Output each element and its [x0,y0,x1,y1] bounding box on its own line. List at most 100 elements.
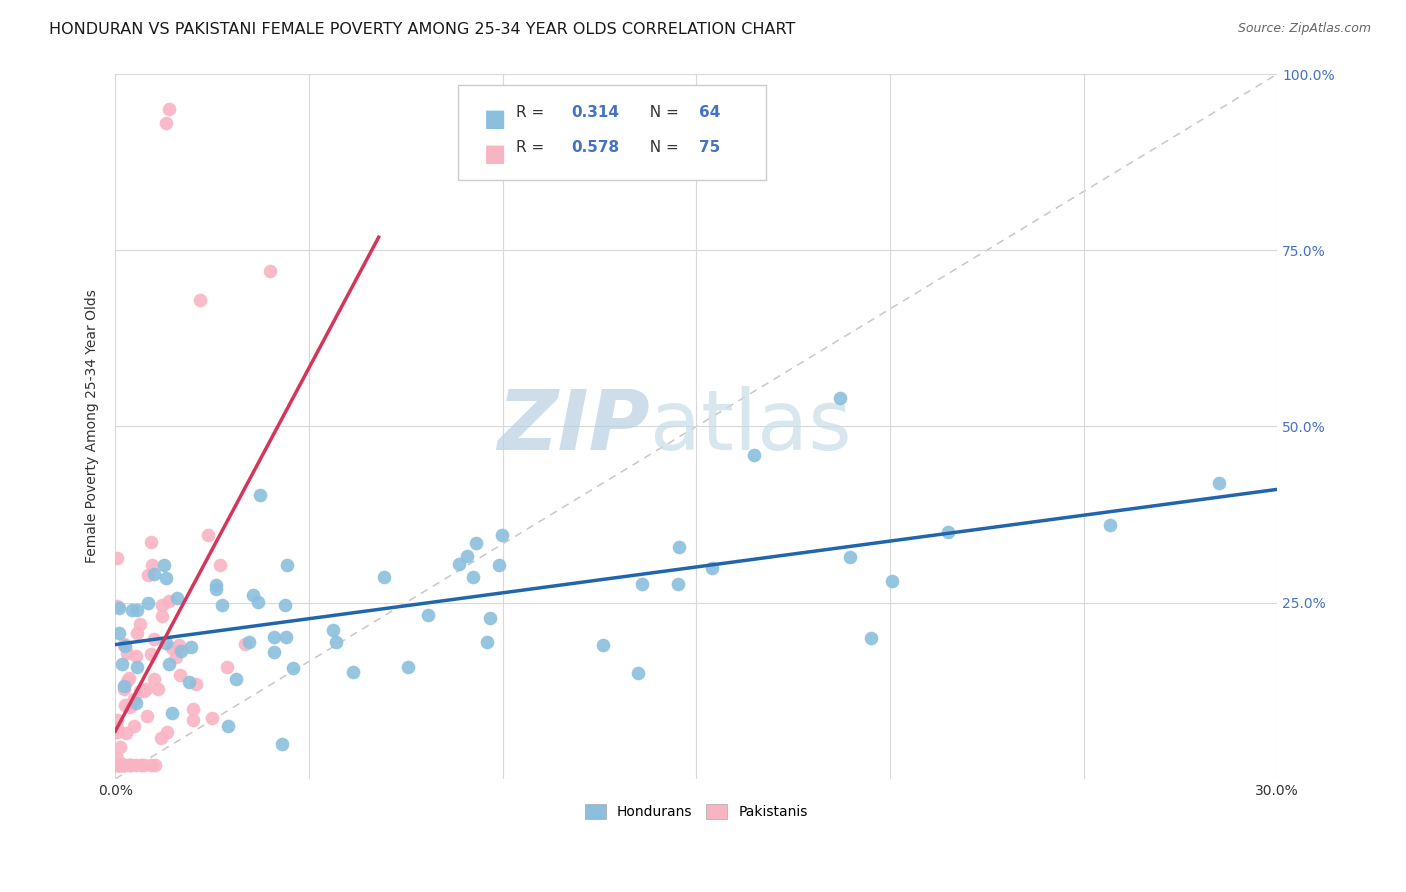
Point [108,600,131,615]
Point [112,757,135,772]
Point [238,634,260,648]
Point [105,757,128,772]
Point [396,660,419,674]
Point [205,578,228,592]
Point [225,672,247,686]
Point [117,757,139,772]
Point [936,525,959,540]
Point [139,648,162,662]
Point [184,677,207,691]
Point [325,634,347,648]
Point [828,391,851,405]
Text: 0.314: 0.314 [571,105,619,120]
Point [201,711,224,725]
Point [129,684,152,698]
Point [205,582,228,596]
Text: R =: R = [516,140,550,155]
Point [127,626,149,640]
Point [125,696,148,710]
Point [132,683,155,698]
Point [465,536,488,550]
Text: 64: 64 [699,105,720,120]
Point [125,603,148,617]
Point [135,682,157,697]
Text: atlas: atlas [650,386,852,467]
Point [120,757,142,772]
Point [215,659,238,673]
Point [139,757,162,772]
Point [112,757,135,772]
Point [105,725,128,739]
Text: ZIP: ZIP [498,386,650,467]
Point [630,577,652,591]
Point [131,757,153,772]
Point [159,102,181,116]
Point [142,672,165,686]
Point [125,660,148,674]
Point [249,488,271,502]
Point [156,724,179,739]
Point [112,682,135,697]
Point [479,611,502,625]
Point [112,757,135,772]
Legend: Hondurans, Pakistanis: Hondurans, Pakistanis [579,799,813,825]
Point [136,708,159,723]
Point [124,649,146,664]
Point [839,550,862,565]
Point [146,681,169,696]
Point [111,757,134,772]
Point [233,637,256,651]
Point [744,448,766,462]
Point [155,571,177,585]
Point [181,713,204,727]
Point [447,557,470,571]
Point [134,757,156,772]
Point [177,674,200,689]
Point [155,635,177,649]
Point [107,757,129,772]
Point [211,598,233,612]
Point [180,640,202,654]
Point [1208,475,1230,490]
Point [141,558,163,572]
Point [160,640,183,655]
Point [111,657,134,671]
Point [155,116,177,130]
Point [150,731,173,745]
Point [190,293,212,307]
Point [169,668,191,682]
Point [117,673,139,688]
Point [114,639,136,653]
Point [118,699,141,714]
Point [107,757,129,772]
Point [108,757,131,772]
Point [165,650,187,665]
Point [456,549,478,564]
Point [157,657,180,672]
Point [112,757,135,772]
Point [110,757,132,772]
Point [108,625,131,640]
Point [276,558,298,573]
Point [627,666,650,681]
FancyBboxPatch shape [458,85,766,180]
Point [143,757,166,772]
Point [143,566,166,581]
Point [108,740,131,755]
Text: ■: ■ [484,107,506,131]
Point [373,570,395,584]
Point [118,757,141,772]
Point [114,639,136,653]
Text: HONDURAN VS PAKISTANI FEMALE POVERTY AMONG 25-34 YEAR OLDS CORRELATION CHART: HONDURAN VS PAKISTANI FEMALE POVERTY AMO… [49,22,796,37]
Point [461,570,484,584]
Point [122,719,145,733]
Point [276,630,298,644]
Point [138,568,160,582]
Point [105,550,128,565]
Point [121,602,143,616]
Text: Source: ZipAtlas.com: Source: ZipAtlas.com [1237,22,1371,36]
Point [270,737,292,751]
Point [150,598,173,612]
Point [112,637,135,651]
Point [259,264,281,278]
